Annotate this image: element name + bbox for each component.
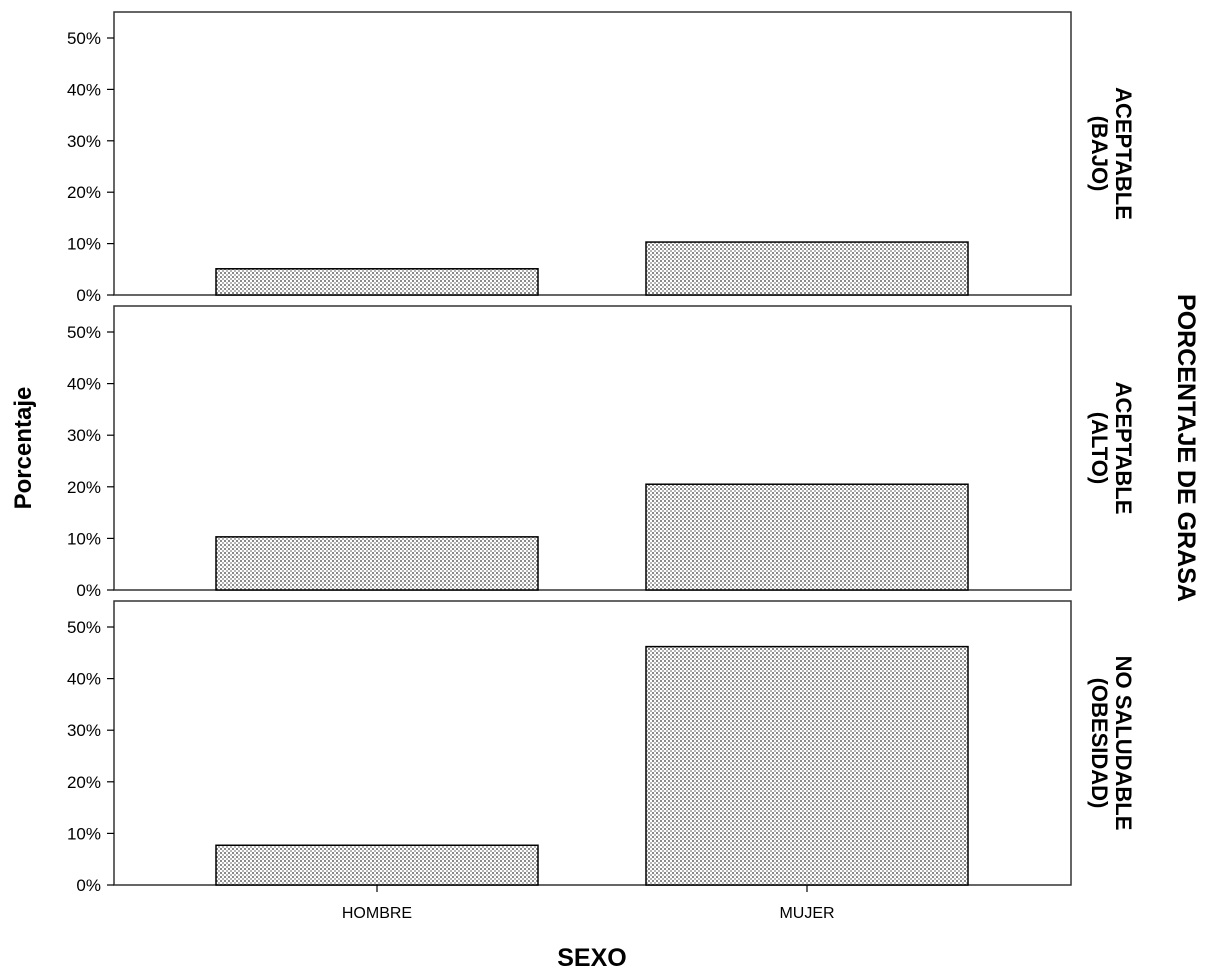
x-tick-label: HOMBRE [342, 905, 412, 922]
y-tick-label: 10% [67, 235, 101, 254]
panels-group: 0%10%20%30%40%50%ACEPTABLE(BAJO)0%10%20%… [67, 11, 1136, 922]
row-title: PORCENTAJE DE GRASA [1172, 294, 1200, 602]
panel-2: 0% 10% 20% 30% 40% 50% ACEPTABLE(ALTO) [67, 305, 1136, 600]
x-tick-label: MUJER [779, 905, 834, 922]
panel-frame [113, 305, 1072, 591]
panel-label: ACEPTABLE(ALTO) [1087, 382, 1136, 515]
bar-mujer [645, 241, 969, 296]
y-tick-label: 50% [67, 323, 101, 342]
y-tick-label: 40% [67, 670, 101, 689]
panel-label-line: (BAJO) [1087, 116, 1112, 192]
panel-label: ACEPTABLE(BAJO) [1087, 87, 1136, 220]
y-tick-label: 10% [67, 529, 101, 548]
panel-label-line: ACEPTABLE [1111, 382, 1136, 515]
panel-label-line: NO SALUDABLE [1111, 656, 1136, 831]
panel-1: 0% 10% 20% 30% 40% 50% ACEPTABLE(BAJO) [67, 11, 1136, 305]
bar-hombre [215, 268, 539, 296]
bar-mujer [645, 645, 969, 886]
panel-frame [113, 600, 1072, 886]
y-tick-label: 20% [67, 773, 101, 792]
y-tick-label: 50% [67, 29, 101, 48]
y-tick-label: 30% [67, 132, 101, 151]
x-axis-title: SEXO [557, 944, 626, 972]
panel-label-line: (OBESIDAD) [1087, 678, 1112, 809]
y-tick-label: 0% [76, 876, 101, 895]
y-tick-label: 20% [67, 478, 101, 497]
bar-hombre [215, 536, 539, 591]
panel-3: 0% 10% 20% 30% 40% 50% NO SALUDABLE(OBESIDAD) [67, 600, 1136, 895]
y-tick-label: 10% [67, 824, 101, 843]
panel-label-line: ACEPTABLE [1111, 87, 1136, 220]
y-tick-label: 40% [67, 80, 101, 99]
y-tick-label: 20% [67, 183, 101, 202]
panel-label: NO SALUDABLE(OBESIDAD) [1087, 656, 1136, 831]
y-tick-label: 40% [67, 375, 101, 394]
bar-mujer [645, 483, 969, 591]
y-tick-label: 30% [67, 721, 101, 740]
bar-hombre [215, 844, 539, 886]
y-tick-label: 0% [76, 581, 101, 600]
y-tick-label: 30% [67, 426, 101, 445]
y-axis-title: Porcentaje [10, 387, 37, 510]
y-tick-label: 50% [67, 618, 101, 637]
y-tick-label: 0% [76, 286, 101, 305]
panel-label-line: (ALTO) [1087, 412, 1112, 485]
panel-frame [113, 11, 1072, 296]
